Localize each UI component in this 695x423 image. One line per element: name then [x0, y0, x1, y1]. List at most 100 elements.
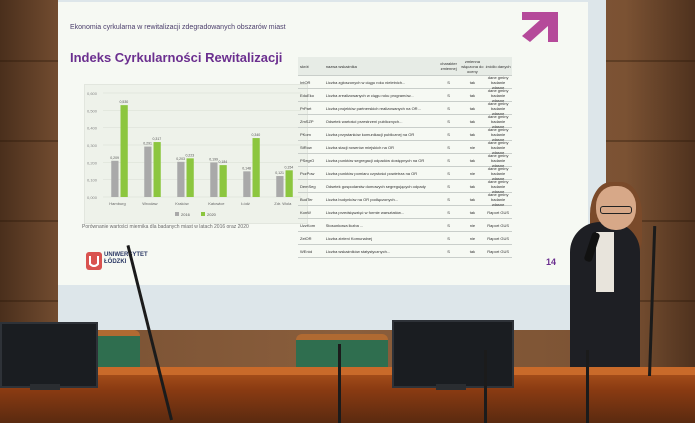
data-label: 0,223	[186, 153, 195, 157]
table-row: PSegrO Liczba punktów segregacji odpadów …	[298, 152, 512, 168]
y-tick-label: 0,200	[87, 160, 98, 165]
microphone-icon	[338, 344, 341, 423]
bar-2020-1	[153, 142, 161, 197]
table-cell: dane gminy badanie własne	[487, 87, 509, 103]
table-cell: Raport GUS	[487, 235, 510, 241]
microphone-icon	[484, 350, 487, 423]
table-cell: dane gminy badanie własne	[487, 113, 509, 129]
table-cell: nie	[469, 170, 476, 176]
table-cell: Raport GUS	[487, 209, 510, 215]
table-header: skrót	[300, 63, 309, 69]
glasses-icon	[600, 206, 632, 214]
bar-chart: 0,000 0,100 0,200 0,300 0,400 0,500 0,600 0,209…	[84, 84, 308, 224]
x-tick-label: Łódź	[241, 201, 250, 206]
table-cell: Liczba zgłoszonych w ciągu roku nieletni…	[325, 79, 406, 85]
bar-2016-0	[111, 160, 119, 197]
table-cell: S	[447, 196, 450, 202]
table-cell: Liczba budynków na OR podłączonych...	[325, 196, 399, 202]
table-cell: Liczba punktów pomiaru czystości powietr…	[325, 170, 418, 176]
table-cell: ZelOR	[300, 235, 312, 241]
table-cell: tak	[469, 248, 476, 254]
desk	[0, 367, 695, 423]
table-cell: BudTer	[300, 196, 313, 202]
table-cell: nie	[469, 222, 476, 228]
table-row: KonW Liczba przedsięwzięć w formie warszt…	[298, 206, 512, 219]
table-cell: S	[447, 92, 450, 98]
data-label: 0,184	[219, 160, 228, 164]
data-label: 0,199	[209, 158, 218, 162]
table-cell: WEród	[300, 248, 313, 254]
table-row: BudTer Liczba budynków na OR podłączonych…	[298, 191, 512, 207]
legend-label: 2020	[207, 212, 217, 217]
table-cell: UzzKom	[300, 222, 316, 228]
table-cell: Liczba projektów partnerskich realizowan…	[325, 105, 421, 111]
bar-2016-3	[210, 162, 218, 197]
table-cell: Odsetek gospodarstw domowych segregujący…	[325, 183, 426, 189]
table-cell: Liczba przystanków komunikacji publiczne…	[325, 131, 415, 137]
slide-header: Ekonomia cyrkularna w rewitalizacji zdeg…	[70, 24, 286, 31]
table-cell: PSegrO	[300, 157, 315, 163]
table-cell: S	[447, 157, 450, 163]
table-header: nazwa wskaźnika	[325, 63, 357, 69]
table-cell: PKom	[300, 131, 311, 137]
bar-2016-4	[243, 171, 251, 197]
data-label: 0,291	[143, 142, 152, 146]
monitor	[392, 320, 514, 388]
indicator-table: skrót nazwa wskaźnika charakter zmiennej…	[298, 57, 512, 258]
table-header: zmienna włączona do oceny	[461, 58, 484, 74]
table-row: DemSeg Odsetek gospodarstw domowych segre…	[298, 179, 512, 194]
data-label: 0,121	[275, 171, 284, 175]
y-tick-label: 0,500	[87, 108, 98, 113]
data-label: 0,317	[153, 137, 162, 141]
table-cell: S	[447, 105, 450, 111]
table-cell: PczPow	[300, 170, 315, 176]
bar-2016-2	[177, 161, 185, 197]
university-logo-icon	[86, 252, 102, 270]
x-tick-label: Kraków	[175, 201, 188, 206]
table-cell: Liczba zrealizowanych w ciągu roku progr…	[325, 92, 414, 98]
table-row: PKom Liczba przystanków komunikacji publi…	[298, 126, 512, 142]
data-label: 0,340	[252, 133, 261, 137]
university-name-line-2: ŁÓDZKI	[104, 259, 127, 265]
data-label: 0,209	[110, 156, 119, 160]
table-cell: dane gminy badanie własne	[487, 165, 509, 181]
table-header-row: skrót nazwa wskaźnika charakter zmiennej…	[298, 57, 512, 76]
table-cell: tak	[469, 118, 476, 124]
table-cell: S	[447, 235, 450, 241]
bar-2020-0	[120, 105, 128, 197]
microphone-icon	[586, 350, 589, 423]
table-cell: dane gminy badanie własne	[487, 191, 509, 207]
table-cell: S	[447, 209, 450, 215]
table-cell: S	[447, 79, 450, 85]
table-cell: Odsetek wartości przestrzeni publicznych…	[325, 118, 403, 124]
table-row: PrPart Liczba projektów partnerskich real…	[298, 100, 512, 116]
table-cell: dane gminy badanie własne	[487, 126, 509, 142]
table-cell: dane gminy badanie własne	[487, 100, 509, 116]
table-cell: S	[447, 248, 450, 254]
x-tick-label: Hamburg	[109, 201, 125, 206]
university-name: UNIWERSYTET ŁÓDZKI	[104, 252, 148, 266]
table-cell: ZmSZP	[300, 118, 314, 124]
y-tick-label: 0,100	[87, 178, 98, 183]
table-cell: S	[447, 118, 450, 124]
table-cell: tak	[469, 183, 476, 189]
table-row: IntOR Liczba zgłoszonych w ciągu roku nie…	[298, 75, 512, 90]
table-cell: S	[447, 183, 450, 189]
table-cell: dane gminy badanie własne	[487, 152, 509, 168]
presentation-slide: Ekonomia cyrkularna w rewitalizacji zdeg…	[58, 2, 588, 285]
table-cell: Stosunkowa liczba ...	[325, 222, 364, 228]
page-number: 14	[546, 257, 557, 267]
y-tick-label: 0,600	[87, 91, 98, 96]
table-cell: Liczba wskaźników statystycznych...	[325, 248, 391, 254]
speaker-shirt	[596, 232, 614, 292]
y-tick-label: 0,000	[87, 195, 98, 200]
table-cell: Raport GUS	[487, 222, 510, 228]
table-cell: nie	[469, 144, 476, 150]
table-cell: tak	[469, 105, 476, 111]
table-cell: tak	[469, 79, 476, 85]
data-label: 0,203	[176, 157, 185, 161]
monitor	[0, 322, 98, 388]
monitor-stand	[30, 384, 60, 390]
